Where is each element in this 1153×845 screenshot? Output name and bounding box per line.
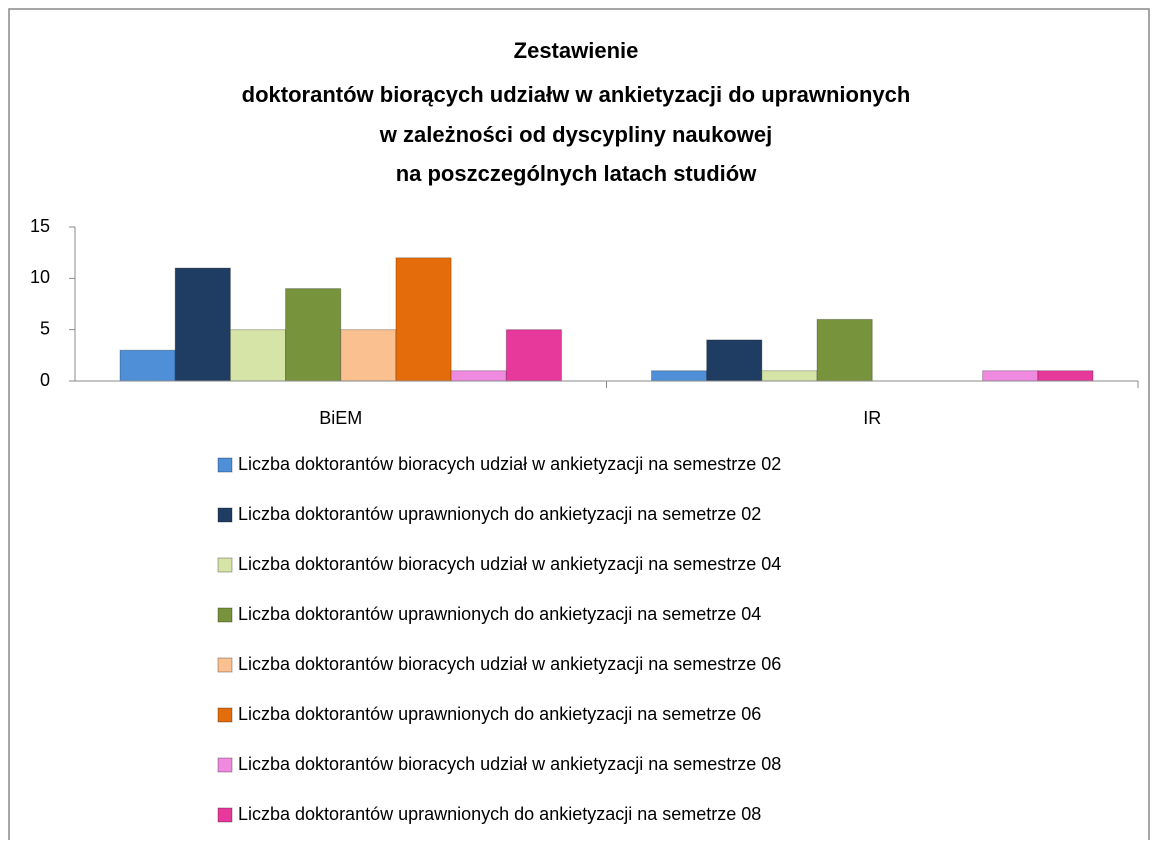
legend-marker: [217, 707, 233, 723]
legend-marker: [217, 507, 233, 523]
bar: [119, 349, 176, 382]
legend-label: Liczba doktorantów bioracych udział w an…: [238, 454, 781, 474]
legend-label: Liczba doktorantów bioracych udział w an…: [238, 754, 781, 774]
bar: [1037, 370, 1094, 382]
bar: [395, 257, 452, 382]
bar: [706, 339, 763, 382]
legend-label: Liczba doktorantów uprawnionych do ankie…: [238, 804, 761, 824]
legend-label: Liczba doktorantów uprawnionych do ankie…: [238, 704, 761, 724]
chart-border: [8, 8, 1150, 845]
legend-marker: [217, 557, 233, 573]
bar: [285, 288, 342, 382]
y-tick-label: 10: [30, 267, 50, 287]
bar: [761, 370, 818, 382]
bar: [340, 329, 397, 382]
legend-marker: [217, 457, 233, 473]
legend-marker: [217, 757, 233, 773]
bar: [450, 370, 507, 382]
legend-marker: [217, 807, 233, 823]
legend-label: Liczba doktorantów bioracych udział w an…: [238, 554, 781, 574]
chart-title: Zestawienie: [514, 38, 639, 63]
legend-label: Liczba doktorantów uprawnionych do ankie…: [238, 504, 761, 524]
bar: [505, 329, 562, 382]
bar: [651, 370, 708, 382]
chart-title: doktorantów biorących udziałw w ankietyz…: [242, 82, 911, 107]
chart-title: na poszczególnych latach studiów: [396, 161, 758, 186]
legend-marker: [217, 657, 233, 673]
bar: [229, 329, 287, 382]
y-tick-label: 0: [40, 370, 50, 390]
legend-label: Liczba doktorantów bioracych udział w an…: [238, 654, 781, 674]
y-tick-label: 5: [40, 318, 50, 338]
legend-label: Liczba doktorantów uprawnionych do ankie…: [238, 604, 761, 624]
x-tick-label: IR: [863, 408, 881, 428]
bar: [174, 267, 231, 382]
bar: [982, 370, 1039, 382]
x-tick-label: BiEM: [319, 408, 362, 428]
y-tick-label: 15: [30, 216, 50, 236]
chart-title: w zależności od dyscypliny naukowej: [379, 122, 772, 147]
legend-marker: [217, 607, 233, 623]
bar: [816, 318, 873, 382]
